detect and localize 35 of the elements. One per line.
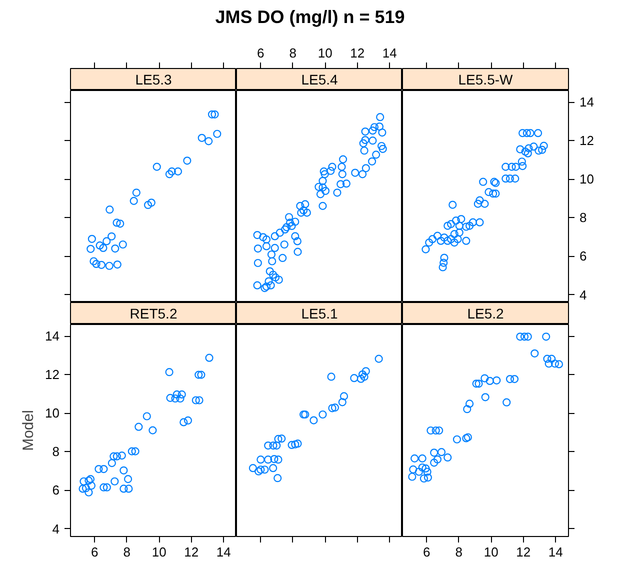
y-tick-label: 4 xyxy=(52,520,60,536)
y-tick-label: 8 xyxy=(52,444,60,459)
chart-subtitle: LE5.2 xyxy=(467,305,504,322)
y-tick-label: 12 xyxy=(580,132,594,148)
y-tick-label: 12 xyxy=(45,366,60,382)
chart-title: JMS DO (mg/l) n = 519 xyxy=(215,6,405,29)
y-tick-label: 4 xyxy=(580,286,587,302)
x-tick-label: 10 xyxy=(484,544,498,560)
x-tick-label: 12 xyxy=(516,544,531,560)
x-tick-label: 6 xyxy=(91,544,98,560)
x-tick-label: 14 xyxy=(548,544,563,560)
x-tick-label: 6 xyxy=(257,45,264,60)
x-tick-label: 8 xyxy=(289,45,297,60)
x-tick-label: 10 xyxy=(152,544,166,560)
x-tick-label: 6 xyxy=(423,544,430,560)
x-tick-label: 14 xyxy=(216,544,231,560)
y-tick-label: 8 xyxy=(580,210,587,225)
y-tick-label: 6 xyxy=(52,482,60,498)
chart-subtitle: LE5.1 xyxy=(301,305,338,322)
y-tick-label: 10 xyxy=(45,405,60,420)
y-tick-label: 14 xyxy=(45,328,60,344)
chart-subtitle: LE5.4 xyxy=(301,71,338,88)
x-tick-label: 12 xyxy=(184,544,199,560)
y-tick-label: 14 xyxy=(580,94,594,110)
chart-subtitle: LE5.5-W xyxy=(458,71,514,88)
x-tick-label: 10 xyxy=(318,45,332,60)
x-tick-label: 14 xyxy=(382,45,397,60)
y-tick-label: 6 xyxy=(580,248,587,264)
x-tick-label: 8 xyxy=(455,544,463,560)
x-tick-label: 12 xyxy=(350,45,365,60)
chart-subtitle: RET5.2 xyxy=(130,305,178,322)
y-axis-title: Model xyxy=(20,410,38,451)
x-tick-label: 8 xyxy=(123,544,131,560)
y-tick-label: 10 xyxy=(580,171,594,186)
chart-subtitle: LE5.3 xyxy=(135,71,172,88)
